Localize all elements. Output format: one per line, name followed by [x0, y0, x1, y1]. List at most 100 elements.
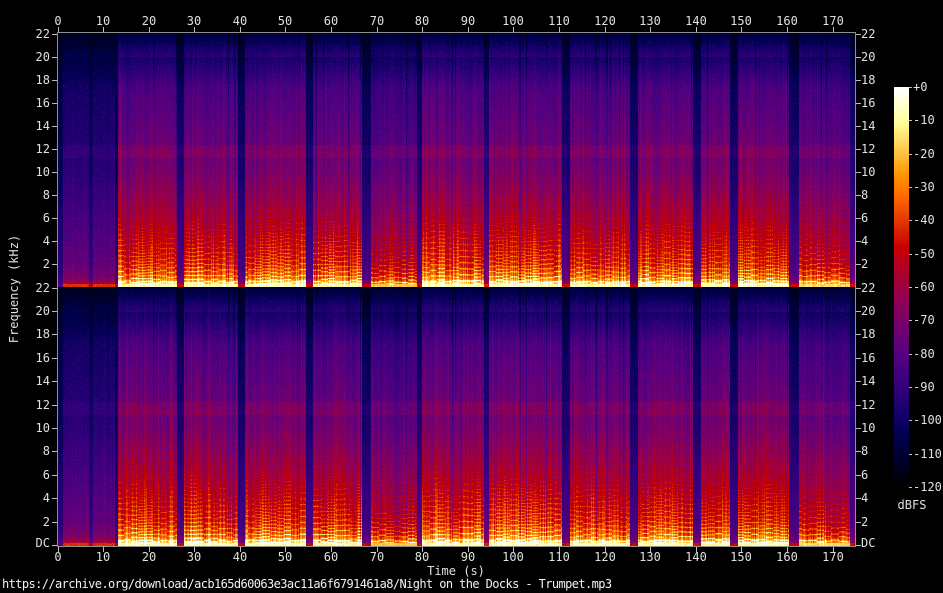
y-tick-left [52, 57, 57, 58]
y-tick-label-left: DC [35, 536, 50, 550]
colorbar-tick-label: -80 [913, 347, 935, 361]
y-tick-label-left: 4 [42, 491, 50, 505]
y-tick-right [856, 451, 861, 452]
x-tick-label-bottom: 170 [822, 550, 844, 564]
colorbar-tick [909, 487, 912, 488]
y-tick-label-left: 6 [42, 211, 50, 225]
y-tick-label-left: 18 [35, 327, 50, 341]
colorbar-tick [909, 187, 912, 188]
y-tick-label-right: 22 [861, 27, 876, 41]
x-tick-label-bottom: 20 [141, 550, 157, 564]
colorbar-tick [909, 354, 912, 355]
y-tick-label-right: 20 [861, 50, 876, 64]
x-tick-label-bottom: 30 [186, 550, 202, 564]
x-tick-label-top: 40 [232, 14, 248, 28]
x-tick-top [194, 27, 195, 32]
y-tick-label-left: 20 [35, 50, 50, 64]
x-tick-bottom [422, 547, 423, 552]
y-tick-left [52, 264, 57, 265]
y-tick-right [856, 80, 861, 81]
y-tick-left [52, 241, 57, 242]
colorbar-tick [909, 220, 912, 221]
colorbar-tick [909, 120, 912, 121]
y-tick-label-right: 18 [861, 73, 876, 87]
x-tick-label-bottom: 80 [414, 550, 430, 564]
colorbar-tick [909, 454, 912, 455]
y-tick-left [52, 428, 57, 429]
y-tick-right [856, 428, 861, 429]
y-tick-left [52, 475, 57, 476]
x-tick-label-bottom: 70 [369, 550, 385, 564]
x-tick-label-top: 20 [141, 14, 157, 28]
x-tick-label-bottom: 0 [54, 550, 62, 564]
x-tick-label-top: 60 [323, 14, 339, 28]
y-tick-label-left: 14 [35, 119, 50, 133]
y-tick-label-left: 4 [42, 234, 50, 248]
x-tick-top [377, 27, 378, 32]
y-tick-label-right: 6 [861, 211, 869, 225]
x-tick-bottom [377, 547, 378, 552]
x-tick-label-top: 100 [502, 14, 524, 28]
colorbar-tick-label: -120 [913, 480, 942, 494]
colorbar-tick [909, 320, 912, 321]
y-tick-label-right: 14 [861, 374, 876, 388]
y-tick-left [52, 334, 57, 335]
x-tick-top [696, 27, 697, 32]
x-tick-bottom [468, 547, 469, 552]
y-tick-right [856, 34, 861, 35]
y-tick-left [52, 34, 57, 35]
x-tick-bottom [103, 547, 104, 552]
x-tick-top [513, 27, 514, 32]
source-url-text: https://archive.org/download/acb165d6006… [2, 577, 612, 591]
y-tick-right [856, 498, 861, 499]
y-tick-right [856, 241, 861, 242]
colorbar-tick-label: -30 [913, 180, 935, 194]
y-tick-label-right: 4 [861, 491, 869, 505]
x-tick-label-top: 90 [460, 14, 476, 28]
y-tick-label-left: 10 [35, 165, 50, 179]
x-tick-bottom [331, 547, 332, 552]
plot-border-left [57, 32, 58, 547]
y-tick-left [52, 545, 57, 546]
x-tick-bottom [833, 547, 834, 552]
plot-border-top [57, 32, 856, 33]
x-tick-top [58, 27, 59, 32]
y-tick-label-left: 12 [35, 398, 50, 412]
y-tick-label-right: 6 [861, 468, 869, 482]
y-tick-label-right: 16 [861, 351, 876, 365]
x-tick-label-top: 170 [822, 14, 844, 28]
colorbar-gradient [894, 87, 909, 487]
x-tick-top [468, 27, 469, 32]
y-tick-right [856, 57, 861, 58]
x-tick-bottom [285, 547, 286, 552]
x-tick-label-top: 150 [730, 14, 752, 28]
spectrogram-left-channel [58, 33, 855, 287]
x-tick-label-bottom: 140 [685, 550, 707, 564]
x-tick-label-bottom: 150 [730, 550, 752, 564]
x-tick-top [240, 27, 241, 32]
y-tick-label-left: 16 [35, 96, 50, 110]
x-tick-top [650, 27, 651, 32]
y-tick-left [52, 522, 57, 523]
y-axis-title: Frequency (kHz) [7, 234, 21, 344]
x-tick-label-top: 10 [95, 14, 111, 28]
y-tick-left [52, 451, 57, 452]
x-tick-label-bottom: 90 [460, 550, 476, 564]
y-tick-label-right: 10 [861, 165, 876, 179]
x-tick-label-top: 140 [685, 14, 707, 28]
y-tick-left [52, 288, 57, 289]
colorbar-tick-label: -90 [913, 380, 935, 394]
y-tick-right [856, 334, 861, 335]
y-tick-label-right: 4 [861, 234, 869, 248]
y-tick-right [856, 288, 861, 289]
y-tick-label-left: 6 [42, 468, 50, 482]
x-tick-label-top: 0 [54, 14, 62, 28]
y-tick-label-right: 14 [861, 119, 876, 133]
y-tick-right [856, 264, 861, 265]
y-tick-label-left: 20 [35, 304, 50, 318]
y-tick-label-left: 12 [35, 142, 50, 156]
x-tick-label-top: 80 [414, 14, 430, 28]
y-tick-label-right: 12 [861, 398, 876, 412]
x-tick-label-top: 70 [369, 14, 385, 28]
